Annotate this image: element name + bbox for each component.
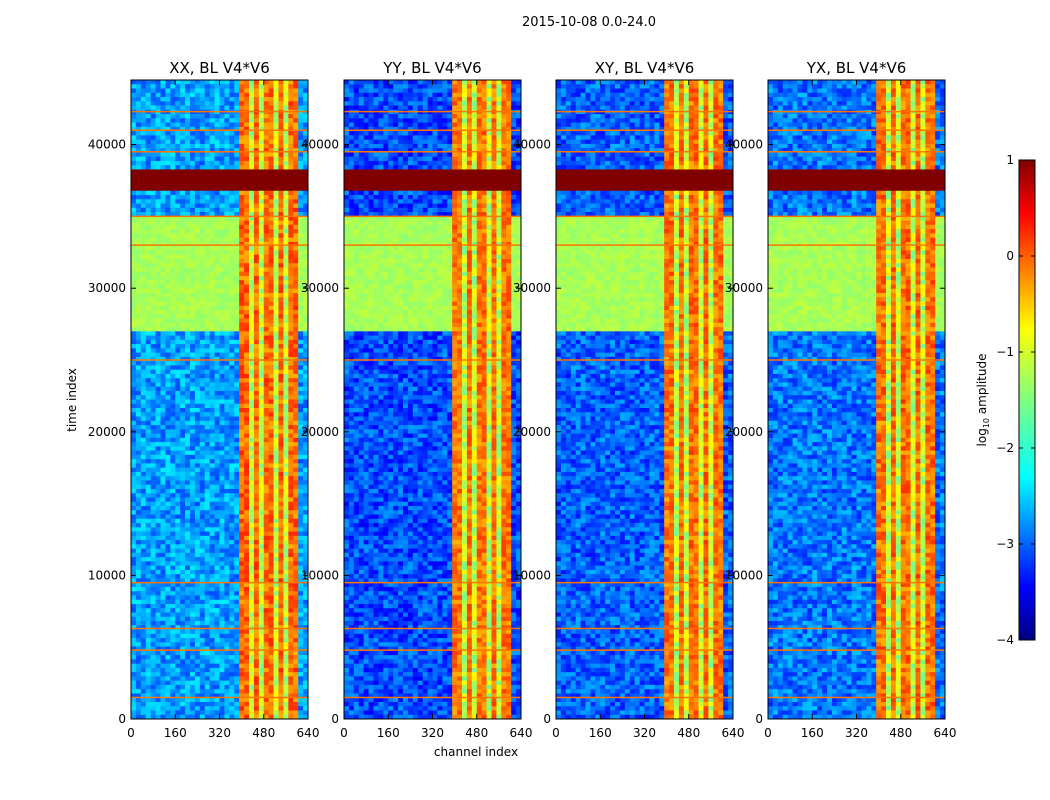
- x-tick-label: 320: [208, 726, 231, 740]
- panel-3: XY, BL V4*V6 0 160 320 480 640 0 10000 20000 3000…: [513, 59, 745, 740]
- y-tick-label: 10000: [301, 568, 339, 582]
- x-tick-label: 0: [127, 726, 135, 740]
- x-tick-label: 640: [297, 726, 320, 740]
- colorbar-tick-label: 1: [1006, 153, 1014, 167]
- y-tick-label: 10000: [88, 568, 126, 582]
- x-tick-label: 160: [589, 726, 612, 740]
- panel-heatmap: [344, 80, 521, 719]
- x-tick-label: 640: [510, 726, 533, 740]
- x-tick-label: 320: [421, 726, 444, 740]
- panel-2: YY, BL V4*V6 0 160 320 480 640 0 10000 20000 3000…: [301, 59, 533, 740]
- y-tick-label: 30000: [513, 281, 551, 295]
- y-tick-label: 30000: [725, 281, 763, 295]
- x-tick-label: 160: [164, 726, 187, 740]
- colorbar-gradient: [1018, 159, 1036, 641]
- y-tick-label: 0: [331, 712, 339, 726]
- x-tick-label: 160: [801, 726, 824, 740]
- x-tick-label: 640: [722, 726, 745, 740]
- colorbar-tick-label: −3: [996, 537, 1014, 551]
- figure-title: 2015-10-08 0.0-24.0: [522, 15, 656, 30]
- x-tick-label: 640: [934, 726, 957, 740]
- panel-title: XX, BL V4*V6: [169, 59, 270, 77]
- y-tick-label: 40000: [88, 138, 126, 152]
- y-tick-label: 10000: [513, 568, 551, 582]
- x-tick-label: 480: [252, 726, 275, 740]
- panel-4: YX, BL V4*V6 0 160 320 480 640 0 10000 20000 3000…: [725, 59, 957, 740]
- y-tick-label: 0: [543, 712, 551, 726]
- x-tick-label: 0: [764, 726, 772, 740]
- colorbar-tick-label: −4: [996, 633, 1014, 647]
- y-tick-label: 0: [755, 712, 763, 726]
- y-tick-label: 10000: [725, 568, 763, 582]
- x-tick-label: 0: [340, 726, 348, 740]
- y-tick-label: 0: [118, 712, 126, 726]
- colorbar-tick-label: −1: [996, 345, 1014, 359]
- colorbar-label: log10 amplitude: [975, 354, 991, 447]
- y-tick-label: 30000: [301, 281, 339, 295]
- x-axis-label: channel index: [434, 745, 518, 759]
- panels-group: XX, BL V4*V6 0 160 320 480 640 0 10000 20000 3000…: [88, 59, 957, 740]
- x-tick-label: 480: [677, 726, 700, 740]
- x-tick-label: 160: [377, 726, 400, 740]
- y-axis-label: time index: [65, 368, 79, 432]
- y-tick-label: 20000: [725, 425, 763, 439]
- y-tick-label: 20000: [301, 425, 339, 439]
- x-tick-label: 320: [633, 726, 656, 740]
- panel-title: YY, BL V4*V6: [382, 59, 481, 77]
- colorbar-tick-label: −2: [996, 441, 1014, 455]
- colorbar-tick-label: 0: [1006, 249, 1014, 263]
- colorbar-ticks: 1 0 −1 −2 −3 −4: [996, 153, 1035, 647]
- x-tick-label: 480: [465, 726, 488, 740]
- panel-heatmap: [768, 80, 945, 719]
- colorbar: 1 0 −1 −2 −3 −4 log10 amplitude: [975, 153, 1036, 647]
- panel-heatmap: [131, 80, 308, 719]
- y-tick-label: 40000: [301, 138, 339, 152]
- panel-1: XX, BL V4*V6 0 160 320 480 640 0 10000 20000 3000…: [88, 59, 320, 740]
- x-tick-label: 0: [552, 726, 560, 740]
- y-tick-label: 20000: [513, 425, 551, 439]
- panel-title: XY, BL V4*V6: [595, 59, 695, 77]
- panel-title: YX, BL V4*V6: [806, 59, 907, 77]
- y-tick-label: 40000: [725, 138, 763, 152]
- x-tick-label: 480: [889, 726, 912, 740]
- y-tick-label: 30000: [88, 281, 126, 295]
- y-tick-label: 40000: [513, 138, 551, 152]
- panel-heatmap: [556, 80, 733, 719]
- x-tick-label: 320: [845, 726, 868, 740]
- y-tick-label: 20000: [88, 425, 126, 439]
